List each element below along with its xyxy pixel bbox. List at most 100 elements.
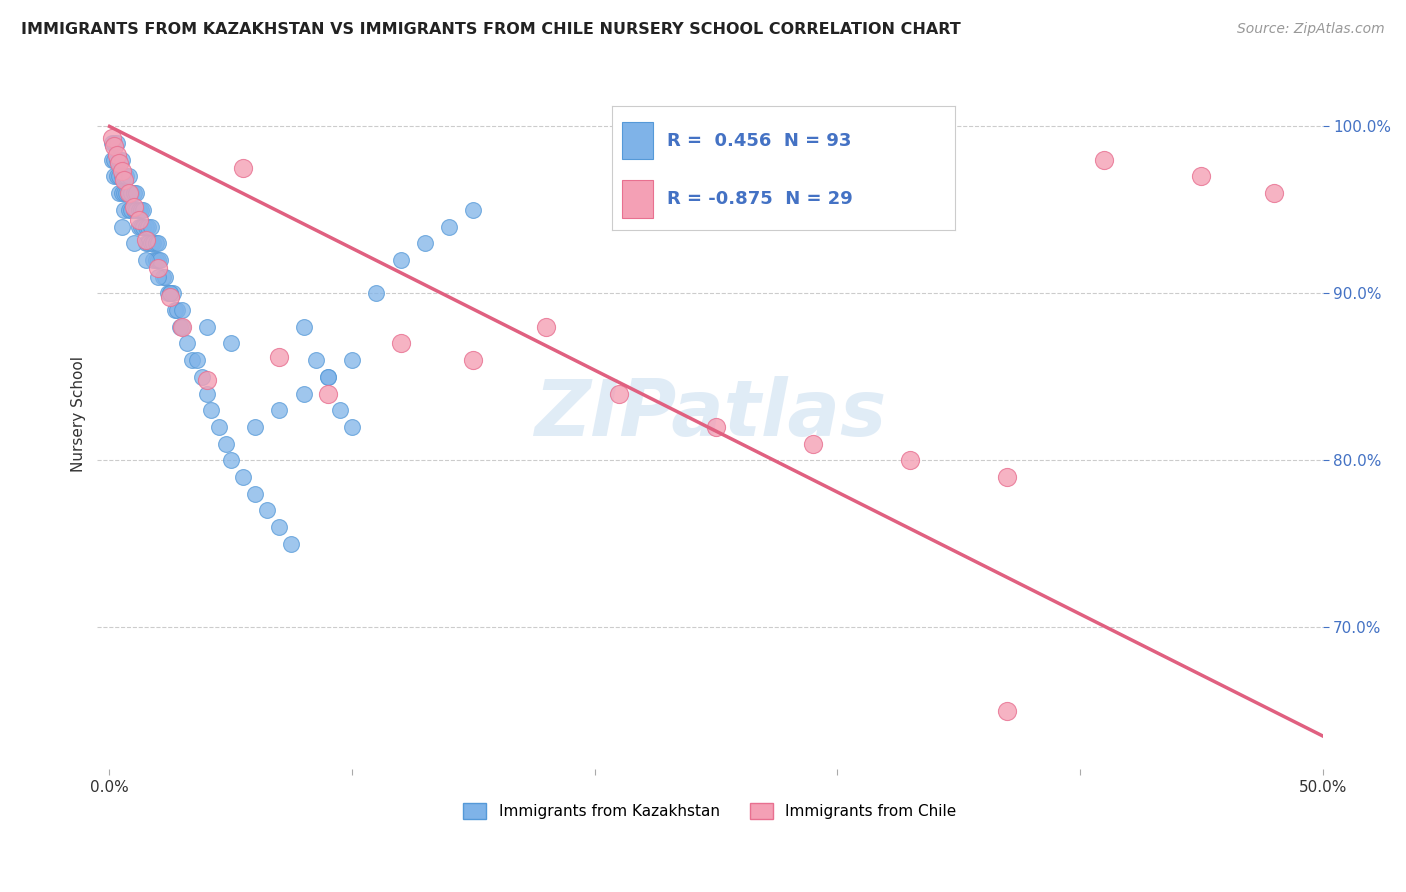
Point bbox=[1092, 153, 1115, 167]
Point bbox=[155, 269, 177, 284]
Point bbox=[110, 186, 132, 201]
Point bbox=[125, 186, 148, 201]
Point bbox=[128, 219, 150, 234]
Point bbox=[145, 252, 167, 267]
Point bbox=[316, 370, 339, 384]
Point bbox=[200, 403, 222, 417]
Point bbox=[125, 202, 148, 217]
Point bbox=[146, 261, 169, 276]
Point bbox=[172, 319, 194, 334]
Point bbox=[607, 386, 630, 401]
Point bbox=[110, 219, 132, 234]
Point bbox=[101, 131, 124, 145]
Point bbox=[118, 169, 141, 184]
Point bbox=[186, 353, 208, 368]
Point bbox=[232, 470, 254, 484]
Point bbox=[146, 269, 169, 284]
Point bbox=[389, 252, 412, 267]
Point bbox=[190, 370, 212, 384]
Point bbox=[139, 236, 162, 251]
Point bbox=[340, 420, 363, 434]
Point bbox=[340, 353, 363, 368]
Point bbox=[305, 353, 328, 368]
Point bbox=[136, 236, 159, 251]
Point bbox=[135, 233, 157, 247]
Point bbox=[413, 236, 436, 251]
Point bbox=[181, 353, 204, 368]
Y-axis label: Nursery School: Nursery School bbox=[72, 357, 86, 473]
Point bbox=[704, 420, 727, 434]
Point bbox=[232, 161, 254, 176]
Point bbox=[118, 186, 141, 201]
Point bbox=[159, 286, 181, 301]
Point bbox=[801, 436, 824, 450]
Point bbox=[142, 252, 165, 267]
Point bbox=[215, 436, 238, 450]
Point bbox=[169, 319, 191, 334]
Point bbox=[112, 173, 135, 187]
Point bbox=[219, 336, 242, 351]
Point bbox=[534, 319, 557, 334]
Point bbox=[145, 236, 167, 251]
Point bbox=[1189, 169, 1212, 184]
Point bbox=[172, 303, 194, 318]
Point bbox=[219, 453, 242, 467]
Point bbox=[166, 303, 188, 318]
Point bbox=[142, 236, 165, 251]
Point bbox=[195, 373, 218, 387]
Point bbox=[103, 169, 125, 184]
Point bbox=[139, 219, 162, 234]
Point bbox=[122, 202, 145, 217]
Point bbox=[146, 236, 169, 251]
Point bbox=[110, 164, 132, 178]
Point bbox=[128, 213, 150, 227]
Point bbox=[995, 704, 1018, 718]
Point bbox=[163, 303, 186, 318]
Point bbox=[152, 269, 174, 284]
Point bbox=[243, 487, 266, 501]
Point bbox=[118, 202, 141, 217]
Point bbox=[129, 202, 152, 217]
Point bbox=[292, 319, 315, 334]
Point bbox=[110, 153, 132, 167]
Point bbox=[105, 136, 128, 150]
Point bbox=[146, 252, 169, 267]
Point bbox=[135, 219, 157, 234]
Text: Source: ZipAtlas.com: Source: ZipAtlas.com bbox=[1237, 22, 1385, 37]
Point bbox=[105, 153, 128, 167]
Point bbox=[159, 290, 181, 304]
Point bbox=[132, 219, 155, 234]
Point bbox=[105, 148, 128, 162]
Point bbox=[108, 153, 131, 167]
Point bbox=[115, 169, 138, 184]
Point bbox=[159, 286, 181, 301]
Text: IMMIGRANTS FROM KAZAKHSTAN VS IMMIGRANTS FROM CHILE NURSERY SCHOOL CORRELATION C: IMMIGRANTS FROM KAZAKHSTAN VS IMMIGRANTS… bbox=[21, 22, 960, 37]
Point bbox=[112, 202, 135, 217]
Point bbox=[108, 186, 131, 201]
Point bbox=[256, 503, 278, 517]
Point bbox=[128, 202, 150, 217]
Point bbox=[103, 153, 125, 167]
Legend: Immigrants from Kazakhstan, Immigrants from Chile: Immigrants from Kazakhstan, Immigrants f… bbox=[457, 797, 963, 825]
Point bbox=[156, 286, 179, 301]
Point bbox=[112, 169, 135, 184]
Point bbox=[129, 219, 152, 234]
Point bbox=[103, 139, 125, 153]
Point bbox=[135, 252, 157, 267]
Point bbox=[108, 156, 131, 170]
Point bbox=[195, 386, 218, 401]
Point bbox=[122, 236, 145, 251]
Point bbox=[463, 353, 485, 368]
Point bbox=[103, 136, 125, 150]
Point bbox=[898, 453, 921, 467]
Point bbox=[115, 186, 138, 201]
Point bbox=[316, 370, 339, 384]
Point bbox=[366, 286, 388, 301]
Point bbox=[132, 202, 155, 217]
Point bbox=[316, 386, 339, 401]
Point bbox=[120, 186, 142, 201]
Point bbox=[110, 169, 132, 184]
Point bbox=[208, 420, 231, 434]
Point bbox=[122, 186, 145, 201]
Point bbox=[292, 386, 315, 401]
